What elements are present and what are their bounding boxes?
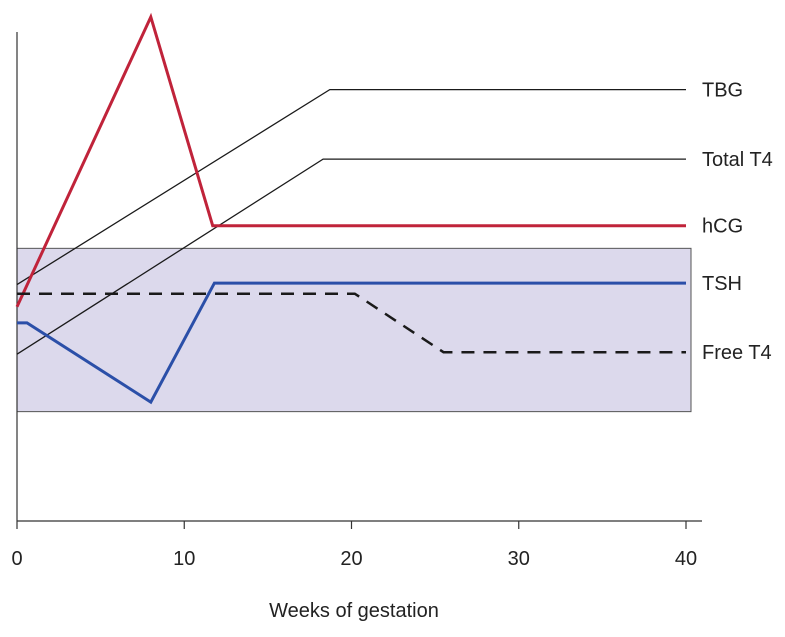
x-tick-label: 20 xyxy=(340,548,362,570)
x-tick-label: 30 xyxy=(508,548,530,570)
series-label-free-t4: Free T4 xyxy=(702,342,772,364)
series-label-hcg: hCG xyxy=(702,216,743,238)
x-tick-label: 0 xyxy=(11,548,22,570)
series-line-tsh xyxy=(17,281,686,405)
series-line-hcg xyxy=(15,12,686,308)
normal-range-band xyxy=(16,247,692,413)
series-label-tsh: TSH xyxy=(702,273,742,295)
series-label-tbg: TBG xyxy=(702,80,743,102)
series-line-tbg xyxy=(16,88,686,286)
x-tick-label: 40 xyxy=(675,548,697,570)
series-line-total-t4 xyxy=(16,158,686,355)
x-axis-title: Weeks of gestation xyxy=(269,600,439,622)
x-tick-label: 10 xyxy=(173,548,195,570)
series-label-total-t4: Total T4 xyxy=(702,149,773,171)
